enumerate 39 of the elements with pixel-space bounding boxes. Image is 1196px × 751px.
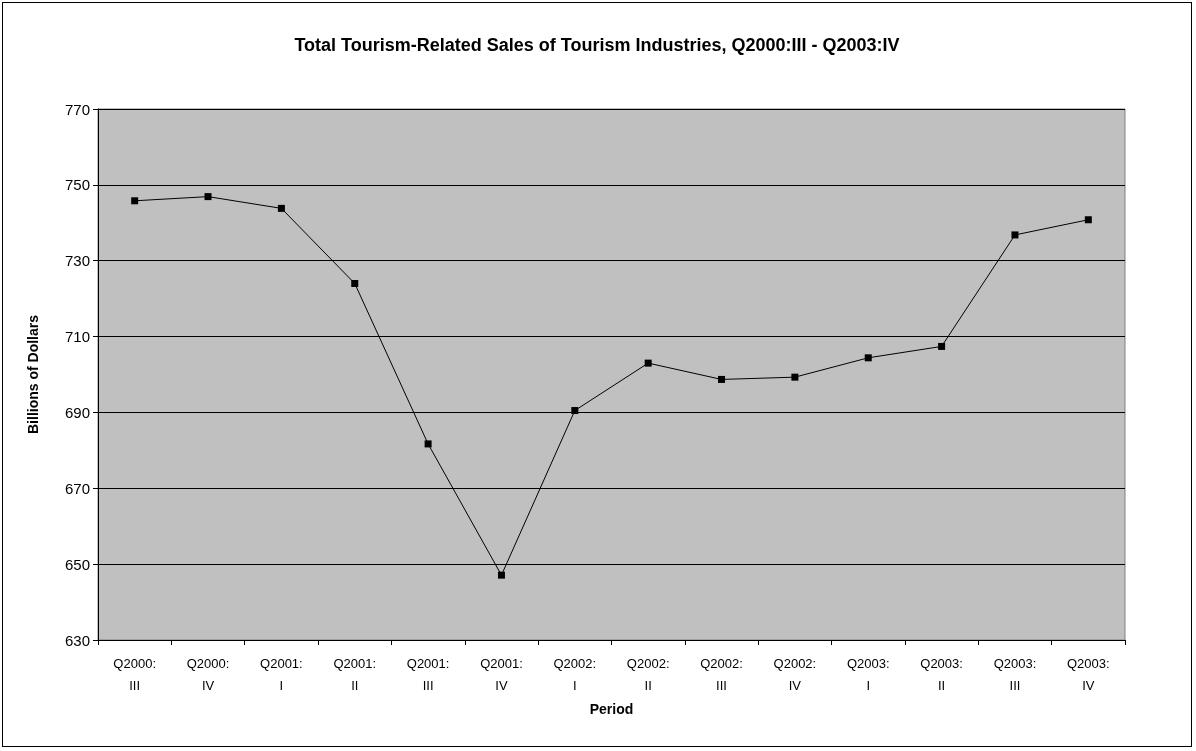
point [571, 407, 579, 415]
x-tick-label: Q2001: II [333, 655, 377, 693]
y-tick-label: 650 [64, 555, 90, 573]
x-tick-label: Q2002: II [626, 655, 670, 693]
point [1011, 231, 1019, 239]
y-tick-label: 710 [64, 328, 90, 346]
point [351, 279, 359, 287]
x-tick-label: Q2003: IV [1066, 655, 1110, 693]
point [277, 204, 285, 212]
x-tick-label: Q2001: I [260, 655, 303, 693]
y-axis-title: Billions of Dollars [25, 314, 41, 435]
point [644, 359, 652, 367]
y-tick-label: 630 [64, 631, 90, 649]
x-tick-label: Q2002: IV [773, 655, 817, 693]
x-tick-label: Q2002: III [700, 655, 743, 693]
x-tick-label: Q2001: IV [480, 655, 523, 693]
point [718, 375, 726, 383]
x-tick-label: Q2000: IV [186, 655, 230, 693]
x-tick-label: Q2003: III [993, 655, 1037, 693]
x-tick-label: Q2001: III [406, 655, 450, 693]
x-tick-label: Q2000: III [113, 655, 157, 693]
point [204, 193, 212, 201]
y-tick-label: 770 [64, 100, 90, 118]
x-axis-title: Period [589, 701, 634, 717]
y-tick-label: 730 [64, 252, 90, 270]
point [497, 571, 505, 579]
point [791, 373, 799, 381]
x-tick-label: Q2003: I [846, 655, 890, 693]
x-tick-label: Q2003: II [920, 655, 963, 693]
y-tick-label: 670 [64, 479, 90, 497]
y-tick-label: 750 [64, 176, 90, 194]
point [424, 440, 432, 448]
point [131, 197, 139, 205]
point [938, 342, 946, 350]
point [864, 354, 872, 362]
chart-title: Total Tourism-Related Sales of Tourism Industries, Q2000:III - Q2003:IV [294, 35, 900, 55]
x-tick-label: Q2002: I [553, 655, 597, 693]
point [1084, 216, 1092, 224]
y-tick-label: 690 [64, 403, 90, 421]
